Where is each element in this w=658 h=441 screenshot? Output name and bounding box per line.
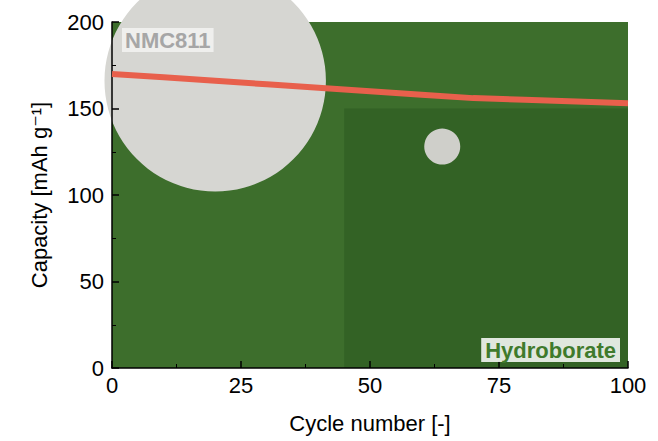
svg-text:50: 50: [358, 373, 382, 398]
svg-text:NMC811: NMC811: [125, 28, 211, 53]
svg-text:100: 100: [610, 373, 647, 398]
svg-text:0: 0: [92, 356, 104, 381]
svg-text:Cycle number [-]: Cycle number [-]: [289, 411, 450, 436]
svg-text:Capacity [mAh g⁻¹]: Capacity [mAh g⁻¹]: [27, 102, 52, 288]
svg-text:Hydroborate: Hydroborate: [485, 338, 616, 363]
svg-text:150: 150: [67, 96, 104, 121]
svg-text:75: 75: [487, 373, 511, 398]
svg-text:25: 25: [229, 373, 253, 398]
svg-text:50: 50: [80, 269, 104, 294]
svg-text:200: 200: [67, 10, 104, 35]
svg-text:0: 0: [106, 373, 118, 398]
svg-text:100: 100: [67, 183, 104, 208]
